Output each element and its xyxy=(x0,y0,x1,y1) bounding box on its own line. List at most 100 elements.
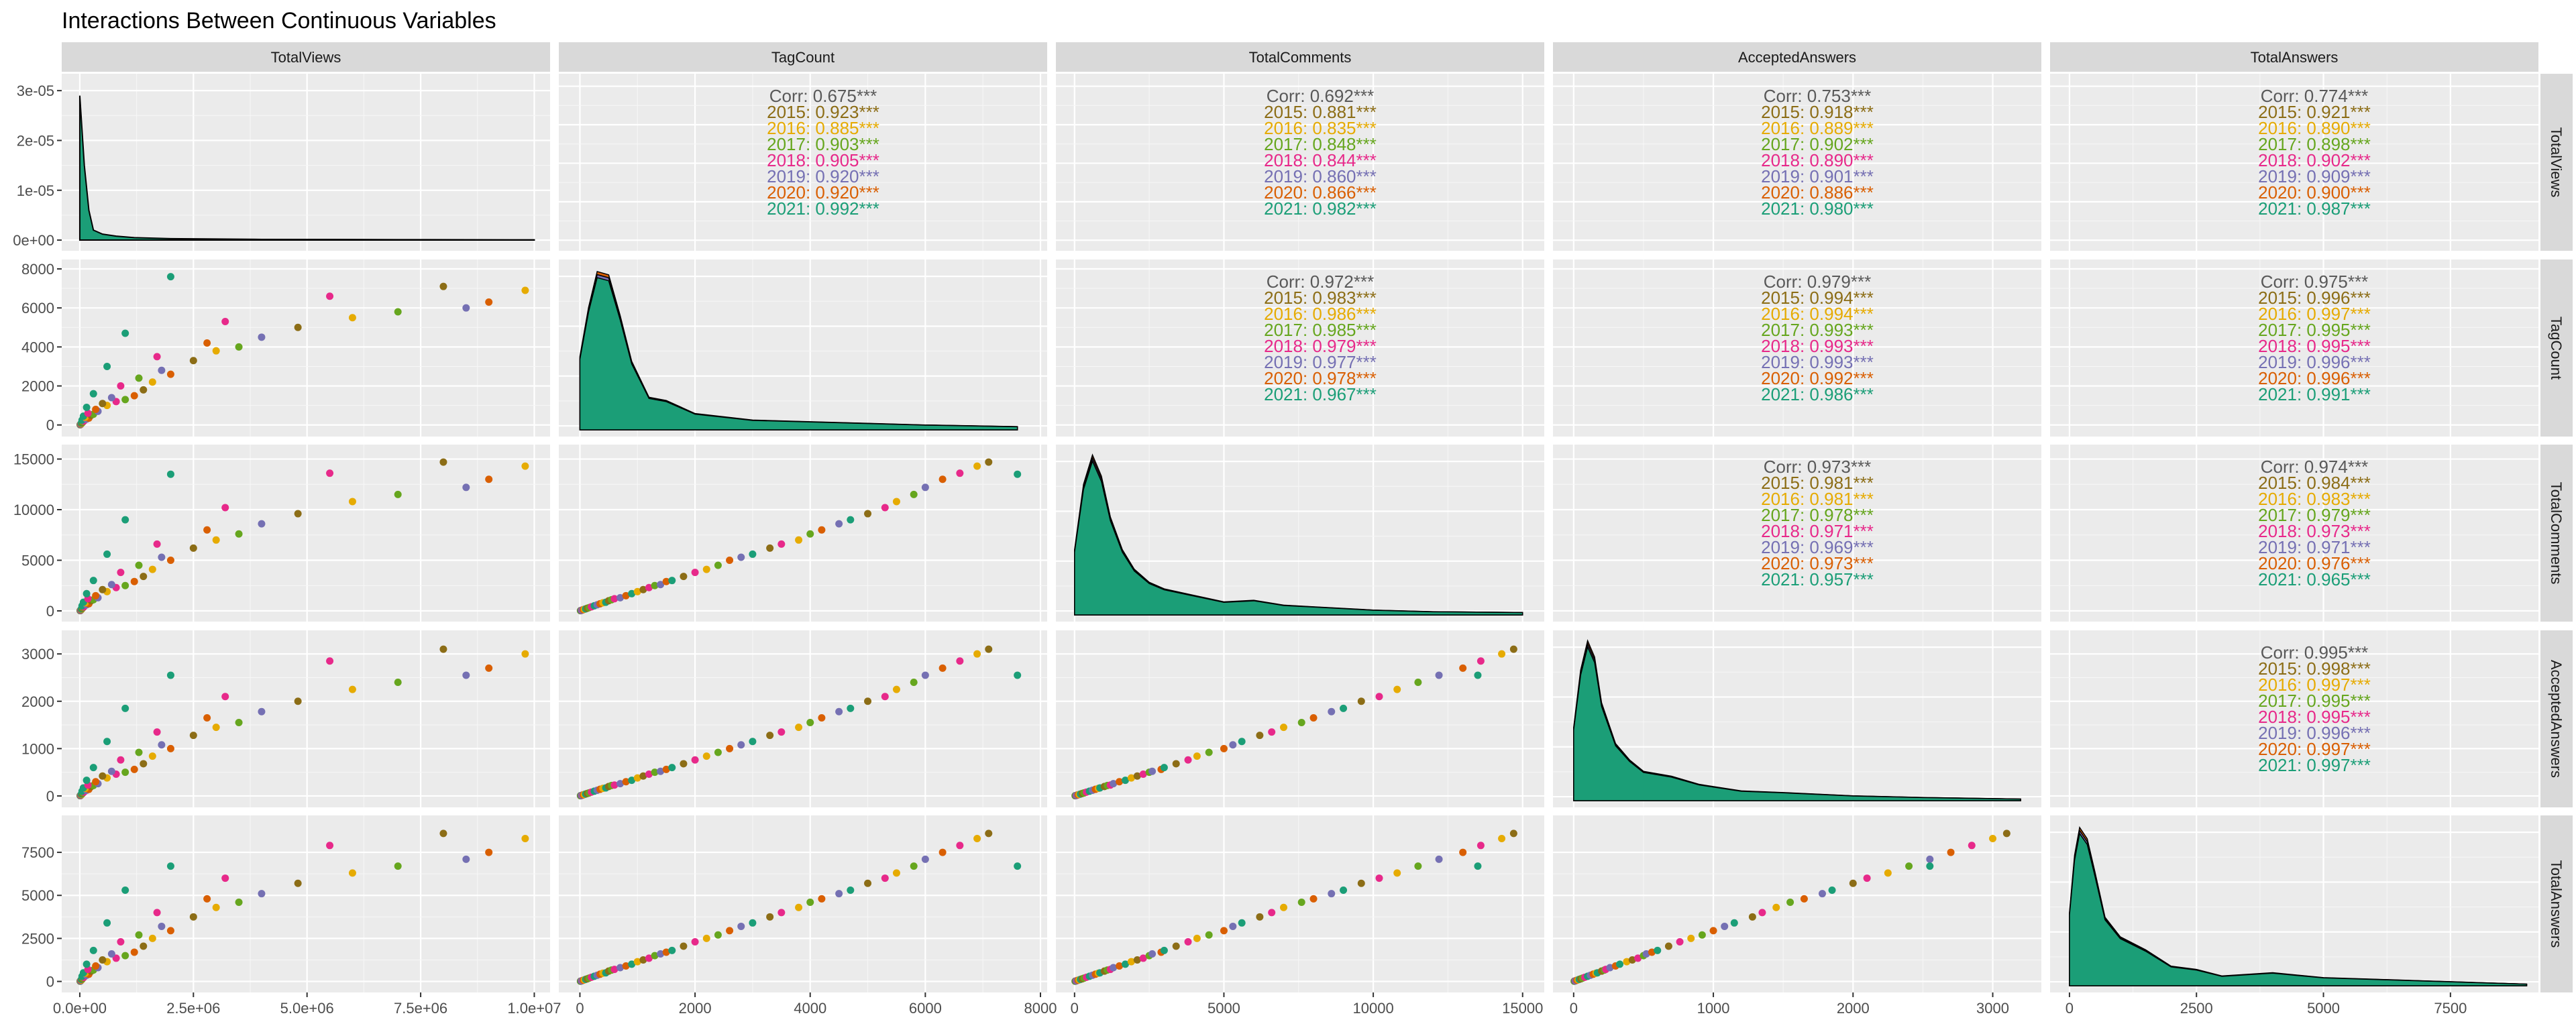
scatter-point xyxy=(1133,772,1141,780)
scatter-point xyxy=(645,583,653,591)
scatter-point xyxy=(680,942,688,950)
scatter-point xyxy=(714,931,722,939)
scatter-point xyxy=(1340,704,1348,712)
strip-right-totalanswers xyxy=(2540,815,2573,992)
scatter-point xyxy=(847,886,855,895)
scatter-point xyxy=(680,760,688,768)
scatter-point xyxy=(795,724,803,732)
y-tick-label: 3e-05 xyxy=(17,82,54,99)
scatter-point xyxy=(462,483,470,492)
corr-group-label: 2021: 0.997*** xyxy=(2258,755,2371,775)
strip-right-totalviews xyxy=(2540,74,2573,251)
corr-group-label: 2020: 0.886*** xyxy=(1761,182,1874,203)
scatter-point xyxy=(680,573,688,581)
scatter-point xyxy=(1474,671,1482,679)
scatter-point xyxy=(973,462,981,470)
scatter-point xyxy=(622,962,630,970)
scatter-point xyxy=(938,848,947,856)
corr-overall-label: Corr: 0.995*** xyxy=(2261,642,2368,663)
scatter-point xyxy=(294,697,302,705)
scatter-point xyxy=(348,314,356,322)
scatter-point xyxy=(1818,890,1826,898)
scatter-point xyxy=(117,569,125,577)
scatter-point xyxy=(1884,869,1892,877)
scatter-point xyxy=(938,664,947,672)
scatter-point xyxy=(691,569,699,577)
scatter-point xyxy=(121,581,129,589)
scatter-point xyxy=(99,772,107,780)
scatter-point xyxy=(103,362,111,370)
scatter-point xyxy=(864,879,872,887)
y-tick-label: 0 xyxy=(46,603,54,620)
corr-group-label: 2017: 0.995*** xyxy=(2258,691,2371,711)
scatter-point xyxy=(702,934,710,942)
scatter-point xyxy=(1375,693,1383,701)
scatter-point xyxy=(1758,909,1766,917)
x-tick-label: 2000 xyxy=(679,1000,712,1017)
scatter-point xyxy=(956,842,964,850)
corr-group-label: 2019: 0.969*** xyxy=(1761,537,1874,557)
corr-group-label: 2020: 0.920*** xyxy=(767,182,879,203)
scatter-point xyxy=(166,370,174,378)
panel-background xyxy=(62,815,550,992)
scatter-point xyxy=(107,950,115,958)
corr-overall-label: Corr: 0.774*** xyxy=(2261,86,2368,106)
scatter-point xyxy=(1748,913,1756,921)
corr-group-label: 2021: 0.986*** xyxy=(1761,384,1874,404)
corr-group-label: 2021: 0.987*** xyxy=(2258,198,2371,219)
scatter-point xyxy=(628,960,636,968)
scatter-point xyxy=(749,738,757,746)
scatter-point xyxy=(1127,774,1135,782)
scatter-point xyxy=(847,516,855,524)
corr-group-label: 2019: 0.996*** xyxy=(2258,352,2371,372)
scatter-point xyxy=(148,752,156,760)
corr-group-label: 2021: 0.992*** xyxy=(767,198,879,219)
x-tick-label: 2.5e+06 xyxy=(166,1000,220,1017)
corr-group-label: 2017: 0.985*** xyxy=(1264,320,1377,340)
scatter-point xyxy=(1205,748,1213,756)
corr-group-label: 2016: 0.997*** xyxy=(2258,304,2371,324)
scatter-point xyxy=(1133,956,1141,964)
scatter-point xyxy=(212,347,220,355)
scatter-point xyxy=(394,862,402,870)
corr-group-label: 2020: 0.978*** xyxy=(1264,368,1377,388)
scatter-point xyxy=(148,934,156,942)
scatter-point xyxy=(348,498,356,506)
scatter-point xyxy=(651,768,659,777)
scatter-point xyxy=(628,777,636,785)
scatter-point xyxy=(1393,869,1401,877)
scatter-point xyxy=(651,952,659,960)
strip-label-right-totalanswers: TotalAnswers xyxy=(2548,860,2565,948)
scatter-point xyxy=(1414,862,1422,870)
strip-right-acceptedanswers xyxy=(2540,630,2573,807)
scatter-point xyxy=(835,520,843,528)
corr-group-label: 2019: 0.909*** xyxy=(2258,166,2371,186)
scatter-point xyxy=(610,595,619,603)
density-curve xyxy=(2069,832,2528,986)
scatter-point xyxy=(818,713,826,722)
scatter-point xyxy=(668,764,676,772)
density-curve xyxy=(579,277,1018,431)
scatter-point xyxy=(1238,738,1246,746)
scatter-point xyxy=(121,886,129,895)
corr-group-label: 2015: 0.996*** xyxy=(2258,288,2371,308)
panel-background xyxy=(1056,260,1544,437)
scatter-point xyxy=(158,366,166,374)
scatter-point xyxy=(158,741,166,749)
panel-background xyxy=(2050,445,2538,622)
scatter-point xyxy=(835,707,843,716)
corr-group-label: 2015: 0.981*** xyxy=(1761,473,1874,493)
panel-totalcomments-acceptedanswers: Corr: 0.973***2015: 0.981***2016: 0.981*… xyxy=(1553,445,2041,622)
corr-overall-label: Corr: 0.692*** xyxy=(1267,86,1374,106)
y-tick-label: 0e+00 xyxy=(13,232,54,249)
x-tick-label: 8000 xyxy=(1024,1000,1057,1017)
scatter-point xyxy=(1623,958,1631,966)
corr-group-label: 2016: 0.889*** xyxy=(1761,118,1874,138)
scatter-point xyxy=(221,318,229,326)
panel-background xyxy=(62,260,550,437)
scatter-point xyxy=(1328,890,1336,898)
corr-overall-label: Corr: 0.974*** xyxy=(2261,457,2368,477)
density-curve xyxy=(1573,645,2021,801)
y-tick-label: 8000 xyxy=(21,261,54,278)
corr-group-label: 2016: 0.997*** xyxy=(2258,675,2371,695)
